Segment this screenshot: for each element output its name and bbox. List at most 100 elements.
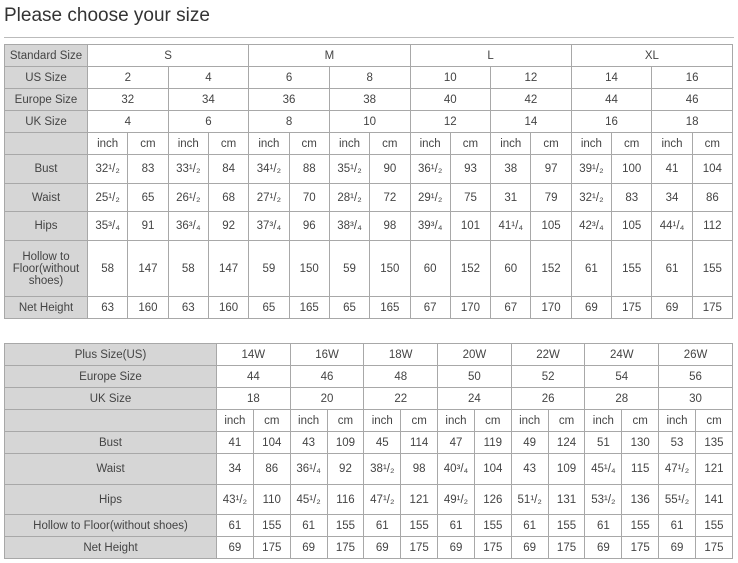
measure-cell: 84 — [207, 154, 250, 184]
measure-cell: 49 — [510, 431, 549, 454]
size-cell: 8 — [328, 66, 411, 89]
measure-cell: 65 — [328, 296, 371, 319]
measure-cell: 36¹/₄ — [289, 453, 328, 485]
measure-cell: 63 — [86, 296, 129, 319]
measure-cell: 165 — [288, 296, 330, 319]
unit-header: inch — [216, 409, 254, 432]
measure-cell: 121 — [694, 453, 734, 485]
measure-label: Hips — [4, 211, 88, 241]
size-cell: 18 — [651, 110, 733, 133]
measure-label: Hollow to Floor(without shoes) — [4, 240, 88, 297]
measure-cell: 26¹/₂ — [167, 183, 209, 212]
measure-cell: 69 — [289, 536, 328, 559]
size-cell: 52 — [510, 365, 586, 388]
measure-cell: 92 — [326, 453, 365, 485]
measure-cell: 61 — [651, 240, 693, 297]
row-label: Europe Size — [4, 88, 88, 111]
measure-cell: 69 — [570, 296, 613, 319]
measure-cell: 55¹/₂ — [658, 484, 696, 515]
size-cell: 10 — [328, 110, 411, 133]
measure-cell: 31 — [490, 183, 532, 212]
measure-label: Net Height — [4, 296, 88, 319]
size-cell: 24W — [584, 343, 660, 366]
table-row: US Size 2 4 6 8 10 12 14 16 — [4, 66, 733, 89]
measure-cell: 147 — [207, 240, 250, 297]
measure-cell: 61 — [510, 514, 549, 537]
measure-cell: 45 — [363, 431, 402, 454]
measure-cell: 114 — [400, 431, 439, 454]
unit-header: inch — [658, 409, 696, 432]
unit-header: cm — [127, 132, 169, 155]
size-cell: 16 — [651, 66, 733, 89]
measure-cell: 38¹/₂ — [363, 453, 402, 485]
measure-cell: 152 — [530, 240, 572, 297]
measure-cell: 160 — [127, 296, 169, 319]
size-cell: 6 — [167, 110, 250, 133]
measure-cell: 43¹/₂ — [216, 484, 254, 515]
table-row: UK Size 4 6 8 10 12 14 16 18 — [4, 110, 733, 133]
table-row: Bust 41 104 43 109 45 114 47 119 49 124 51 130 53 135 — [4, 431, 734, 454]
measure-cell: 70 — [288, 183, 330, 212]
measure-cell: 69 — [216, 536, 254, 559]
measure-cell: 39³/₄ — [409, 211, 451, 241]
measure-cell: 51 — [584, 431, 623, 454]
size-group-header: XL — [570, 44, 734, 67]
measure-cell: 41 — [651, 154, 693, 184]
measure-cell: 155 — [400, 514, 439, 537]
unit-header: cm — [400, 409, 439, 432]
table-row: Hips 43¹/₂ 110 45¹/₂ 116 47¹/₂ 121 49¹/₂ 126 51¹/… — [4, 484, 734, 515]
measure-cell: 90 — [369, 154, 411, 184]
measure-cell: 34¹/₂ — [248, 154, 290, 184]
table-row: Waist 34 86 36¹/₄ 92 38¹/₂ 98 40³/₄ 104 43 109 45¹/… — [4, 453, 734, 485]
measure-cell: 45¹/₂ — [289, 484, 328, 515]
measure-cell: 160 — [207, 296, 250, 319]
measure-cell: 79 — [530, 183, 572, 212]
measure-cell: 35¹/₂ — [328, 154, 371, 184]
size-cell: 14 — [570, 66, 653, 89]
unit-header: inch — [167, 132, 209, 155]
size-cell: 32 — [87, 88, 169, 111]
measure-cell: 47¹/₂ — [363, 484, 402, 515]
measure-cell: 42³/₄ — [570, 211, 613, 241]
measure-cell: 98 — [400, 453, 439, 485]
measure-cell: 175 — [691, 296, 734, 319]
measure-cell: 105 — [530, 211, 572, 241]
measure-cell: 97 — [530, 154, 572, 184]
measure-cell: 115 — [621, 453, 660, 485]
measure-cell: 104 — [252, 431, 291, 454]
size-cell: 50 — [437, 365, 512, 388]
unit-header: cm — [473, 409, 512, 432]
table-row: inch cm inch cm inch cm inch cm inch cm inch cm inch… — [4, 132, 734, 155]
unit-header: inch — [409, 132, 451, 155]
unit-header: inch — [651, 132, 693, 155]
measure-cell: 60 — [490, 240, 532, 297]
unit-header: cm — [694, 409, 734, 432]
size-cell: 44 — [216, 365, 291, 388]
measure-label: Waist — [4, 183, 88, 212]
size-cell: 40 — [409, 88, 492, 111]
unit-header: inch — [437, 409, 475, 432]
table-row: Hollow to Floor(without shoes) 58 147 58 147… — [4, 240, 734, 297]
measure-label: Net Height — [4, 536, 217, 559]
size-cell: 16 — [570, 110, 653, 133]
measure-cell: 175 — [611, 296, 653, 319]
measure-cell: 53 — [658, 431, 696, 454]
unit-header: cm — [252, 409, 291, 432]
measure-cell: 101 — [449, 211, 492, 241]
measure-cell: 75 — [449, 183, 492, 212]
measure-cell: 63 — [167, 296, 209, 319]
measure-cell: 165 — [369, 296, 411, 319]
table-row: Plus Size(US) 14W 16W 18W 20W 22W 24W 26W — [4, 343, 733, 366]
size-cell: 6 — [248, 66, 330, 89]
size-group-header: L — [409, 44, 572, 67]
measure-cell: 69 — [651, 296, 693, 319]
measure-cell: 105 — [611, 211, 653, 241]
measure-cell: 32¹/₂ — [86, 154, 129, 184]
row-label: Standard Size — [4, 44, 88, 67]
measure-cell: 69 — [363, 536, 402, 559]
table-row: Net Height 63 160 63 160 65 165 65 165 67 170 67 170… — [4, 296, 734, 319]
measure-cell: 65 — [248, 296, 290, 319]
measure-cell: 175 — [400, 536, 439, 559]
measure-label: Bust — [4, 154, 88, 184]
measure-cell: 119 — [473, 431, 512, 454]
